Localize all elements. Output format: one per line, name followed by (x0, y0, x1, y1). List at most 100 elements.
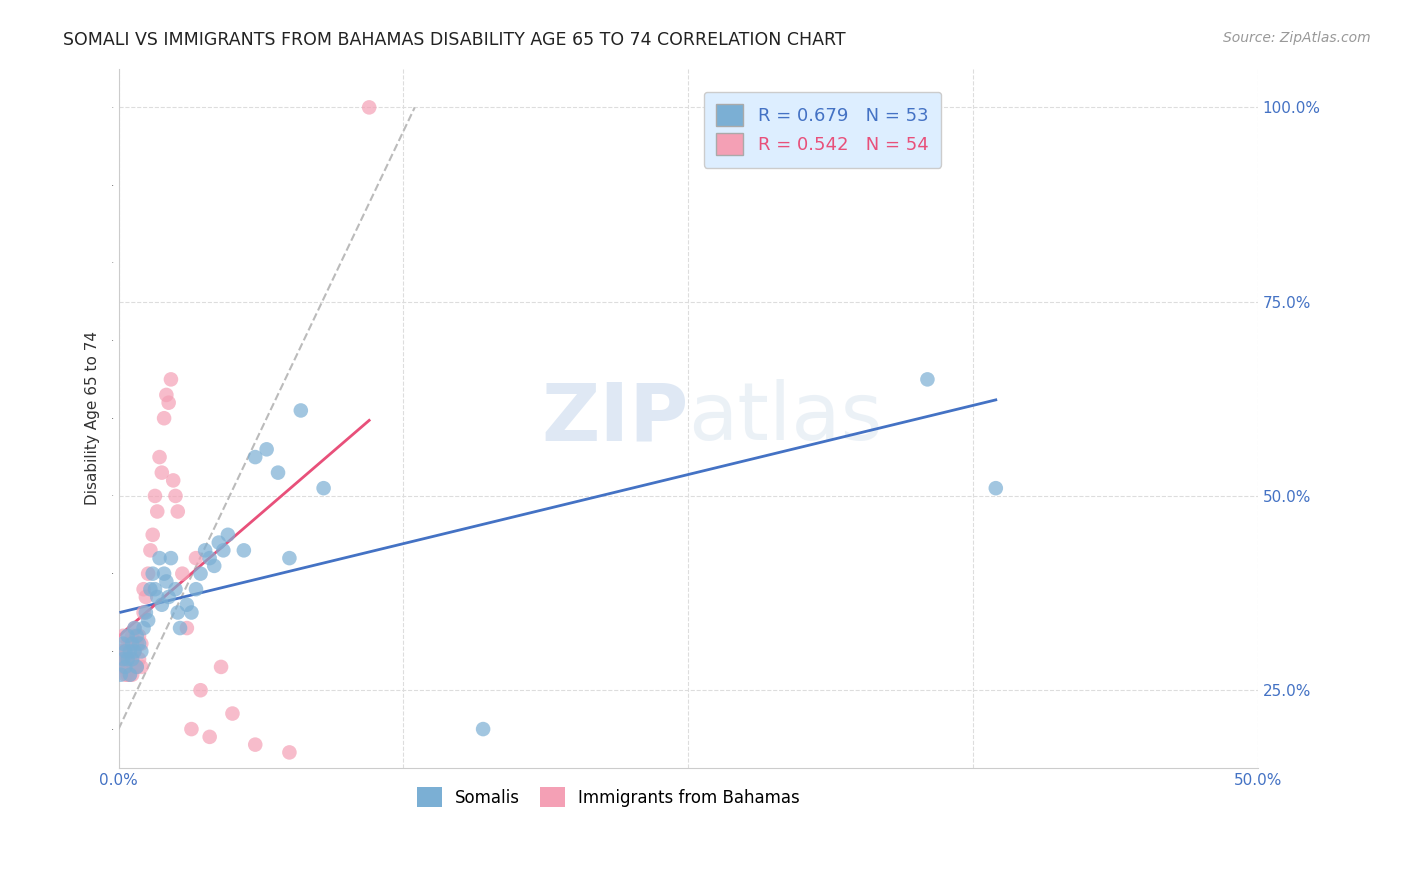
Point (117, 637, 139, 651)
Point (125, 660, 148, 674)
Point (150, 466, 173, 480)
Point (166, 606, 188, 620)
Point (128, 652, 150, 666)
Point (110, 660, 132, 674)
Point (162, 474, 184, 488)
Point (117, 667, 139, 681)
Point (142, 528, 165, 542)
Point (131, 644, 153, 658)
Point (124, 644, 146, 658)
Point (135, 590, 157, 604)
Point (121, 667, 143, 681)
Point (114, 652, 136, 666)
Point (155, 388, 177, 402)
Point (290, 403, 312, 417)
Point (124, 644, 146, 658)
Point (160, 551, 183, 566)
Legend: Somalis, Immigrants from Bahamas: Somalis, Immigrants from Bahamas (408, 779, 808, 815)
Point (117, 629, 139, 643)
Point (118, 667, 141, 681)
Point (131, 637, 153, 651)
Text: atlas: atlas (688, 379, 883, 458)
Point (176, 621, 198, 635)
Point (118, 667, 141, 681)
Point (984, 481, 1007, 495)
Point (128, 629, 150, 643)
Point (121, 652, 143, 666)
Point (128, 637, 150, 651)
Point (165, 582, 187, 597)
Point (198, 730, 221, 744)
Point (184, 582, 207, 597)
Point (212, 543, 235, 558)
Point (132, 606, 155, 620)
Point (125, 660, 148, 674)
Point (180, 606, 202, 620)
Point (153, 411, 176, 425)
Point (150, 598, 173, 612)
Point (139, 582, 162, 597)
Point (136, 613, 159, 627)
Point (208, 535, 231, 549)
Point (155, 574, 177, 589)
Point (139, 543, 162, 558)
Point (256, 442, 278, 457)
Point (165, 489, 187, 503)
Point (245, 450, 267, 464)
Point (278, 746, 301, 760)
Point (148, 450, 170, 464)
Point (112, 660, 135, 674)
Point (146, 590, 169, 604)
Point (278, 551, 301, 566)
Point (124, 621, 146, 635)
Point (153, 566, 176, 581)
Point (125, 629, 148, 643)
Point (142, 566, 165, 581)
Point (232, 543, 254, 558)
Point (169, 621, 191, 635)
Y-axis label: Disability Age 65 to 74: Disability Age 65 to 74 (86, 331, 100, 505)
Point (114, 644, 136, 658)
Text: SOMALI VS IMMIGRANTS FROM BAHAMAS DISABILITY AGE 65 TO 74 CORRELATION CHART: SOMALI VS IMMIGRANTS FROM BAHAMAS DISABI… (63, 31, 846, 49)
Point (198, 551, 221, 566)
Point (472, 722, 495, 736)
Point (117, 652, 139, 666)
Point (131, 660, 153, 674)
Point (267, 466, 290, 480)
Point (124, 660, 146, 674)
Point (107, 652, 129, 666)
Point (112, 629, 135, 643)
Point (146, 504, 169, 518)
Point (157, 590, 180, 604)
Point (221, 706, 243, 721)
Point (160, 372, 183, 386)
Point (118, 637, 141, 651)
Point (112, 637, 135, 651)
Text: ZIP: ZIP (541, 379, 688, 458)
Point (132, 621, 155, 635)
Point (209, 660, 232, 674)
Point (110, 667, 132, 681)
Point (117, 652, 139, 666)
Point (136, 566, 159, 581)
Point (312, 481, 335, 495)
Point (125, 637, 148, 651)
Point (143, 582, 166, 597)
Point (359, 100, 381, 114)
Point (166, 504, 188, 518)
Point (202, 558, 225, 573)
Point (148, 551, 170, 566)
Point (190, 683, 212, 698)
Point (114, 667, 136, 681)
Point (245, 738, 267, 752)
Point (143, 489, 166, 503)
Point (121, 637, 143, 651)
Point (118, 644, 141, 658)
Point (917, 372, 939, 386)
Point (112, 644, 135, 658)
Point (135, 606, 157, 620)
Point (180, 722, 202, 736)
Point (121, 629, 143, 643)
Point (121, 652, 143, 666)
Point (124, 621, 146, 635)
